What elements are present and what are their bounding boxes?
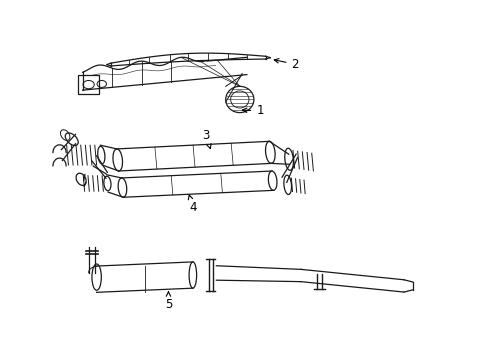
Text: 4: 4 — [188, 195, 196, 215]
Text: 5: 5 — [164, 292, 172, 311]
Bar — [78, 75, 99, 94]
Text: 3: 3 — [202, 129, 211, 149]
Text: 1: 1 — [242, 104, 263, 117]
Text: 2: 2 — [274, 58, 298, 71]
